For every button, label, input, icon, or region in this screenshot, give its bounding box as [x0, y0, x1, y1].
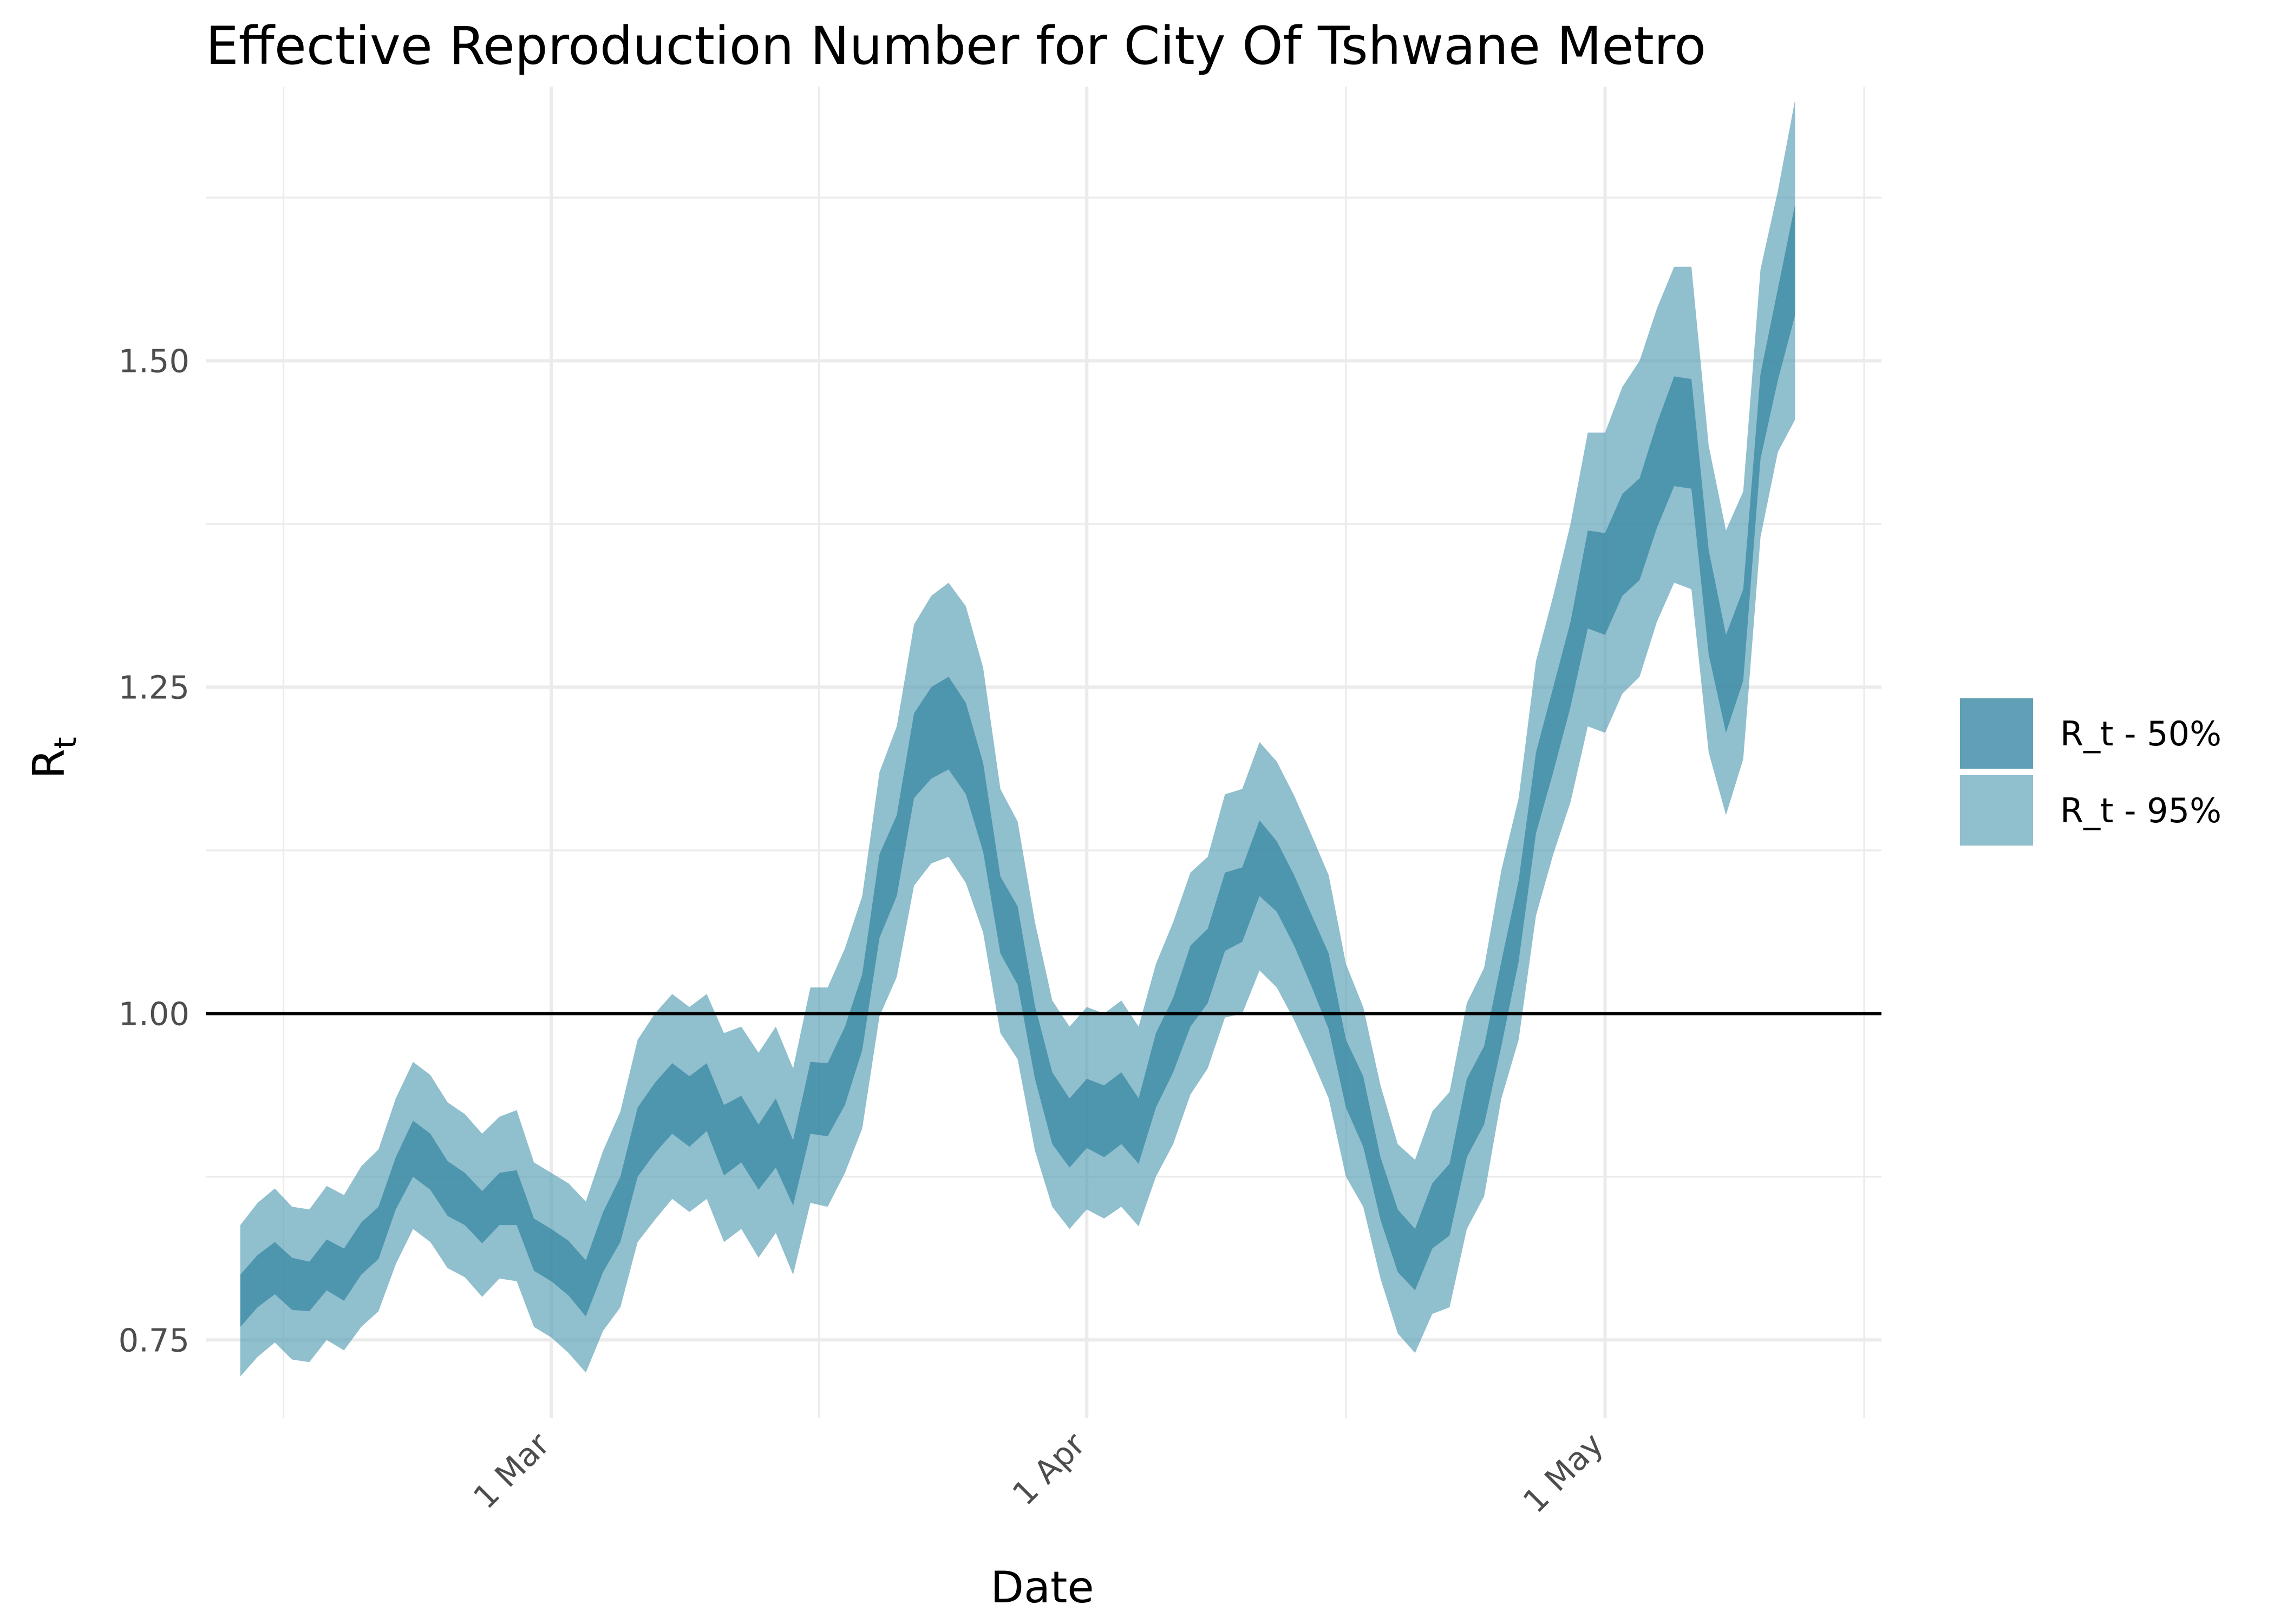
band-rt-95: [240, 100, 1795, 1377]
x-axis-title: Date: [990, 1562, 1094, 1613]
legend: R_t - 50% R_t - 95%: [1960, 698, 2221, 846]
legend-label-95: R_t - 95%: [2060, 791, 2221, 830]
y-tick-label: 1.50: [119, 342, 190, 379]
legend-label-50: R_t - 50%: [2060, 714, 2221, 754]
y-axis-tick-labels: 0.75 1.00 1.25 1.50: [119, 342, 190, 1359]
y-tick-label: 1.00: [119, 995, 190, 1032]
y-axis-title: Rt: [24, 737, 83, 779]
y-axis-title-subscript: t: [48, 737, 83, 749]
y-tick-label: 0.75: [119, 1321, 190, 1359]
y-axis-title-main: R: [24, 749, 74, 779]
legend-key-95: [1960, 775, 2033, 846]
y-tick-label: 1.25: [119, 669, 190, 706]
chart-title: Effective Reproduction Number for City O…: [206, 16, 1706, 76]
minor-gridlines: [206, 87, 1881, 1418]
legend-key-50: [1960, 698, 2033, 769]
rt-bands: [240, 100, 1795, 1377]
